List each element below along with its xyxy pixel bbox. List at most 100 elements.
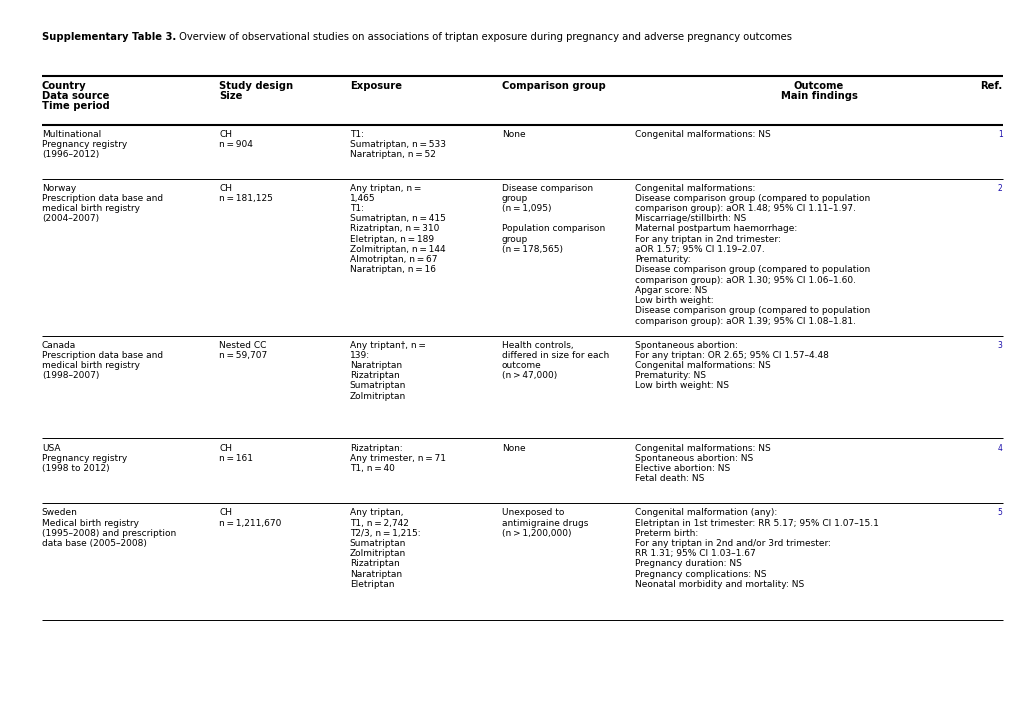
Text: Congenital malformation (any):: Congenital malformation (any): (635, 508, 776, 517)
Text: Preterm birth:: Preterm birth: (635, 528, 698, 538)
Text: (n = 178,565): (n = 178,565) (501, 245, 562, 254)
Text: Eletriptan in 1st trimester: RR 5.17; 95% CI 1.07–15.1: Eletriptan in 1st trimester: RR 5.17; 95… (635, 518, 878, 528)
Text: Comparison group: Comparison group (501, 81, 605, 91)
Text: Rizatriptan: Rizatriptan (350, 372, 399, 380)
Text: Pregnancy duration: NS: Pregnancy duration: NS (635, 559, 742, 569)
Text: comparison group): aOR 1.30; 95% CI 1.06–1.60.: comparison group): aOR 1.30; 95% CI 1.06… (635, 276, 856, 284)
Text: (1995–2008) and prescription: (1995–2008) and prescription (42, 528, 176, 538)
Text: Sumatriptan: Sumatriptan (350, 382, 406, 390)
Text: Spontaneous abortion:: Spontaneous abortion: (635, 341, 738, 349)
Text: Study design: Study design (219, 81, 293, 91)
Text: Low birth weight: NS: Low birth weight: NS (635, 382, 729, 390)
Text: (2004–2007): (2004–2007) (42, 215, 99, 223)
Text: CH: CH (219, 508, 232, 517)
Text: T2/3, n = 1,215:: T2/3, n = 1,215: (350, 528, 420, 538)
Text: Miscarriage/stillbirth: NS: Miscarriage/stillbirth: NS (635, 215, 746, 223)
Text: Exposure: Exposure (350, 81, 401, 91)
Text: Ref.: Ref. (979, 81, 1002, 91)
Text: n = 181,125: n = 181,125 (219, 194, 273, 203)
Text: (n > 1,200,000): (n > 1,200,000) (501, 528, 571, 538)
Text: Prematurity: NS: Prematurity: NS (635, 372, 706, 380)
Text: 3: 3 (997, 341, 1002, 349)
Text: 139:: 139: (350, 351, 370, 360)
Text: group: group (501, 235, 528, 243)
Text: Almotriptan, n = 67: Almotriptan, n = 67 (350, 255, 437, 264)
Text: Congenital malformations: NS: Congenital malformations: NS (635, 130, 770, 138)
Text: n = 1,211,670: n = 1,211,670 (219, 518, 281, 528)
Text: CH: CH (219, 444, 232, 452)
Text: Naratriptan, n = 52: Naratriptan, n = 52 (350, 150, 435, 159)
Text: None: None (501, 130, 525, 138)
Text: comparison group): aOR 1.48; 95% CI 1.11–1.97.: comparison group): aOR 1.48; 95% CI 1.11… (635, 204, 856, 213)
Text: 1: 1 (997, 130, 1002, 138)
Text: Neonatal morbidity and mortality: NS: Neonatal morbidity and mortality: NS (635, 580, 804, 589)
Text: Data source: Data source (42, 91, 109, 101)
Text: Rizatriptan, n = 310: Rizatriptan, n = 310 (350, 225, 439, 233)
Text: Low birth weight:: Low birth weight: (635, 296, 713, 305)
Text: Rizatriptan: Rizatriptan (350, 559, 399, 569)
Text: Nested CC: Nested CC (219, 341, 266, 349)
Text: Any triptan, n =: Any triptan, n = (350, 184, 421, 192)
Text: Multinational: Multinational (42, 130, 101, 138)
Text: Prescription data base and: Prescription data base and (42, 351, 163, 360)
Text: Zolmitriptan: Zolmitriptan (350, 549, 406, 558)
Text: Size: Size (219, 91, 243, 101)
Text: Health controls,: Health controls, (501, 341, 573, 349)
Text: n = 59,707: n = 59,707 (219, 351, 267, 360)
Text: Any triptan†, n =: Any triptan†, n = (350, 341, 425, 349)
Text: Maternal postpartum haemorrhage:: Maternal postpartum haemorrhage: (635, 225, 797, 233)
Text: comparison group): aOR 1.39; 95% CI 1.08–1.81.: comparison group): aOR 1.39; 95% CI 1.08… (635, 317, 856, 325)
Text: aOR 1.57; 95% CI 1.19–2.07.: aOR 1.57; 95% CI 1.19–2.07. (635, 245, 764, 254)
Text: CH: CH (219, 130, 232, 138)
Text: Overview of observational studies on associations of triptan exposure during pre: Overview of observational studies on ass… (176, 32, 792, 42)
Text: 4: 4 (997, 444, 1002, 452)
Text: Prescription data base and: Prescription data base and (42, 194, 163, 203)
Text: Medical birth registry: Medical birth registry (42, 518, 139, 528)
Text: Fetal death: NS: Fetal death: NS (635, 474, 704, 483)
Text: For any triptan in 2nd trimester:: For any triptan in 2nd trimester: (635, 235, 781, 243)
Text: Disease comparison: Disease comparison (501, 184, 592, 192)
Text: Zolmitriptan: Zolmitriptan (350, 392, 406, 400)
Text: T1:: T1: (350, 130, 364, 138)
Text: n = 904: n = 904 (219, 140, 253, 149)
Text: Sumatriptan, n = 533: Sumatriptan, n = 533 (350, 140, 445, 149)
Text: Canada: Canada (42, 341, 76, 349)
Text: Zolmitriptan, n = 144: Zolmitriptan, n = 144 (350, 245, 445, 254)
Text: differed in size for each: differed in size for each (501, 351, 608, 360)
Text: outcome: outcome (501, 361, 541, 370)
Text: Norway: Norway (42, 184, 76, 192)
Text: Any trimester, n = 71: Any trimester, n = 71 (350, 454, 445, 463)
Text: T1:: T1: (350, 204, 364, 213)
Text: (1996–2012): (1996–2012) (42, 150, 99, 159)
Text: Naratriptan: Naratriptan (350, 361, 401, 370)
Text: Eletriptan, n = 189: Eletriptan, n = 189 (350, 235, 433, 243)
Text: Prematurity:: Prematurity: (635, 255, 691, 264)
Text: Disease comparison group (compared to population: Disease comparison group (compared to po… (635, 306, 870, 315)
Text: Pregnancy registry: Pregnancy registry (42, 140, 127, 149)
Text: Outcome: Outcome (793, 81, 844, 91)
Text: n = 161: n = 161 (219, 454, 253, 463)
Text: T1, n = 40: T1, n = 40 (350, 464, 394, 473)
Text: Disease comparison group (compared to population: Disease comparison group (compared to po… (635, 266, 870, 274)
Text: Population comparison: Population comparison (501, 225, 604, 233)
Text: Supplementary Table 3.: Supplementary Table 3. (42, 32, 176, 42)
Text: 1,465: 1,465 (350, 194, 375, 203)
Text: Apgar score: NS: Apgar score: NS (635, 286, 707, 295)
Text: Sumatriptan, n = 415: Sumatriptan, n = 415 (350, 215, 445, 223)
Text: Main findings: Main findings (780, 91, 857, 101)
Text: Time period: Time period (42, 101, 109, 111)
Text: CH: CH (219, 184, 232, 192)
Text: For any triptan: OR 2.65; 95% CI 1.57–4.48: For any triptan: OR 2.65; 95% CI 1.57–4.… (635, 351, 828, 360)
Text: T1, n = 2,742: T1, n = 2,742 (350, 518, 409, 528)
Text: Sumatriptan: Sumatriptan (350, 539, 406, 548)
Text: Pregnancy registry: Pregnancy registry (42, 454, 127, 463)
Text: Naratriptan, n = 16: Naratriptan, n = 16 (350, 266, 435, 274)
Text: Congenital malformations: NS: Congenital malformations: NS (635, 444, 770, 452)
Text: None: None (501, 444, 525, 452)
Text: (1998 to 2012): (1998 to 2012) (42, 464, 109, 473)
Text: RR 1.31; 95% CI 1.03–1.67: RR 1.31; 95% CI 1.03–1.67 (635, 549, 755, 558)
Text: For any triptan in 2nd and/or 3rd trimester:: For any triptan in 2nd and/or 3rd trimes… (635, 539, 830, 548)
Text: Rizatriptan:: Rizatriptan: (350, 444, 403, 452)
Text: Disease comparison group (compared to population: Disease comparison group (compared to po… (635, 194, 870, 203)
Text: Elective abortion: NS: Elective abortion: NS (635, 464, 730, 473)
